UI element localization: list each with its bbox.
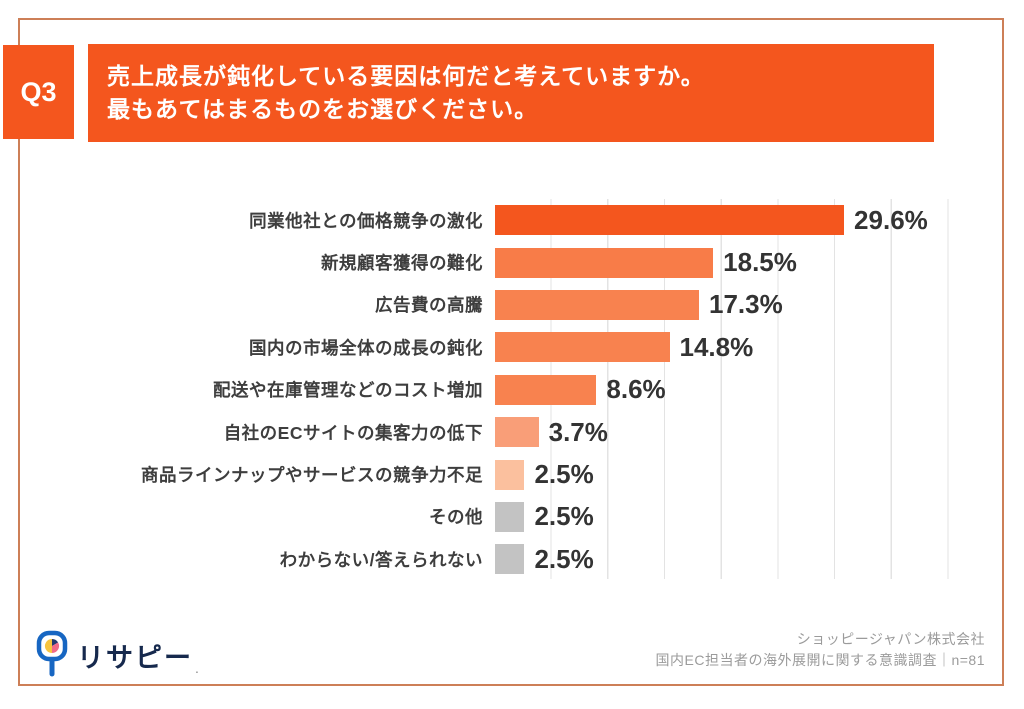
value-label: 2.5% <box>534 543 594 574</box>
value-label: 2.5% <box>534 501 594 532</box>
value-bar <box>495 459 525 490</box>
question-title-line2: 最もあてはまるものをお選びください。 <box>107 96 539 122</box>
category-label: 国内の市場全体の成長の鈍化 <box>249 337 483 358</box>
value-label: 8.6% <box>606 374 666 405</box>
bar-area: 2.5% <box>495 544 594 575</box>
value-label: 14.8% <box>679 331 754 362</box>
chart-row: 新規顧客獲得の難化 18.5% <box>0 241 1007 283</box>
chart-row: 配送や在庫管理などのコスト増加 8.6% <box>0 369 1007 411</box>
category-label: 新規顧客獲得の難化 <box>321 253 483 274</box>
question-tag: Q3 <box>3 45 74 139</box>
value-bar <box>495 544 525 575</box>
slide-border-frame <box>18 18 1004 686</box>
value-bar <box>495 501 525 532</box>
chart-row: 広告費の高騰 17.3% <box>0 284 1007 326</box>
value-label: 29.6% <box>854 204 928 235</box>
value-bar <box>495 289 699 320</box>
value-bar <box>495 417 539 448</box>
chart-row: 国内の市場全体の成長の鈍化 14.8% <box>0 326 1007 368</box>
value-label: 2.5% <box>534 459 594 490</box>
bar-area: 3.7% <box>495 417 608 448</box>
chart-rows: 同業他社との価格競争の激化 29.6% 新規顧客獲得の難化 18.5% 広告費の高騰 17… <box>0 199 1007 581</box>
value-label: 18.5% <box>723 247 797 278</box>
bar-area: 2.5% <box>495 459 594 490</box>
category-label: 同業他社との価格競争の激化 <box>249 210 483 231</box>
chart-row: その他 2.5% <box>0 496 1007 538</box>
value-bar <box>495 332 670 363</box>
category-label: その他 <box>429 507 483 528</box>
bar-area: 14.8% <box>495 332 753 363</box>
chart-row: 商品ラインナップやサービスの競争力不足 2.5% <box>0 453 1007 495</box>
chart-row: 自社のECサイトの集客力の低下 3.7% <box>0 411 1007 453</box>
value-bar <box>495 374 597 405</box>
bar-area: 29.6% <box>495 205 928 236</box>
category-label: 商品ラインナップやサービスの競争力不足 <box>141 465 483 486</box>
question-title-line1: 売上成長が鈍化している要因は何だと考えていますか。 <box>107 63 705 89</box>
bar-area: 2.5% <box>495 501 594 532</box>
source-company: ショッピージャパン株式会社 <box>796 631 985 647</box>
source-survey: 国内EC担当者の海外展開に関する意識調査｜n=81 <box>655 652 985 668</box>
category-label: 配送や在庫管理などのコスト増加 <box>213 380 483 401</box>
bar-area: 8.6% <box>495 374 666 405</box>
brand-logo-text: リサピー <box>77 642 193 673</box>
bar-area: 18.5% <box>495 247 797 278</box>
chart-row: わからない/答えられない 2.5% <box>0 538 1007 580</box>
bar-area: 17.3% <box>495 289 783 320</box>
value-label: 3.7% <box>548 416 608 447</box>
bar-chart: 同業他社との価格競争の激化 29.6% 新規顧客獲得の難化 18.5% 広告費の高騰 17… <box>0 199 1007 581</box>
value-label: 17.3% <box>709 289 783 320</box>
category-label: 広告費の高騰 <box>375 295 483 316</box>
brand-logo: リサピー . <box>36 630 199 680</box>
question-tag-label: Q3 <box>20 76 57 107</box>
category-label: わからない/答えられない <box>279 549 483 570</box>
chart-row: 同業他社との価格競争の激化 29.6% <box>0 199 1007 241</box>
resapi-logo-icon <box>36 630 68 677</box>
value-bar <box>495 247 714 278</box>
value-bar <box>495 205 845 236</box>
question-header: 売上成長が鈍化している要因は何だと考えていますか。 最もあてはまるものをお選びく… <box>88 44 934 142</box>
brand-logo-mark: . <box>195 660 199 676</box>
source-attribution: ショッピージャパン株式会社 国内EC担当者の海外展開に関する意識調査｜n=81 <box>656 629 985 671</box>
category-label: 自社のECサイトの集客力の低下 <box>223 422 483 443</box>
